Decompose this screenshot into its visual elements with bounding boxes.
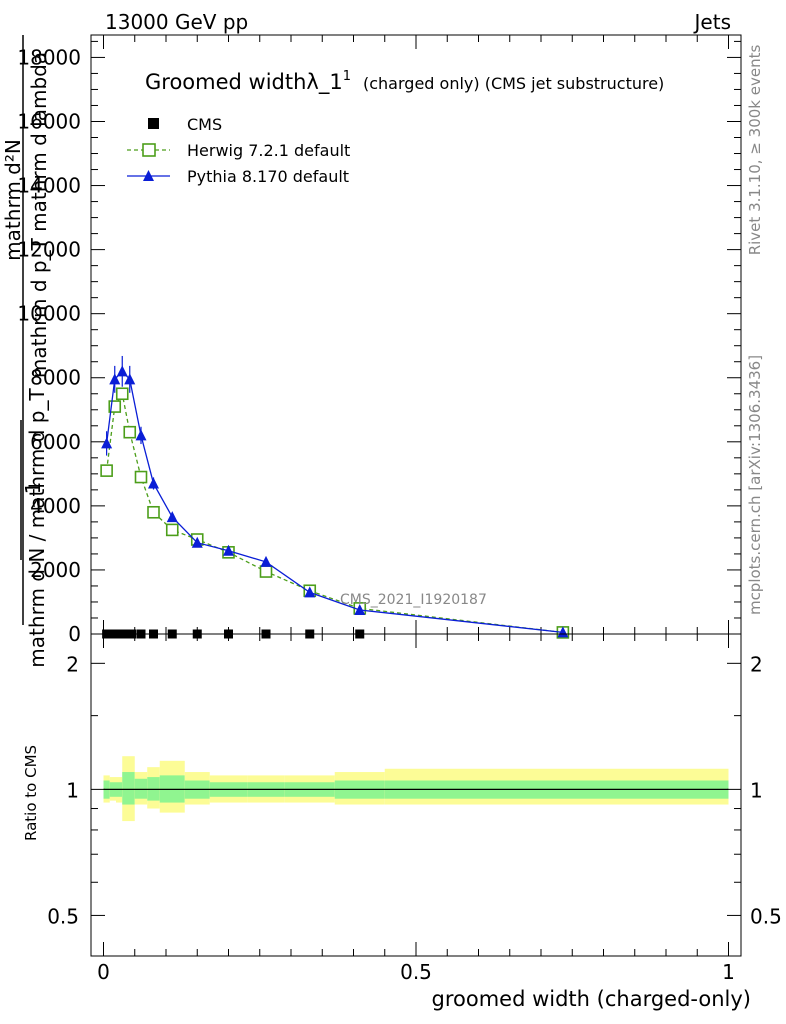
plot-title-text: Groomed width — [145, 70, 306, 94]
herwig-data-point — [108, 400, 122, 413]
ratio-plot-x-tick-labels: 0 0.5 1 — [97, 960, 735, 984]
header-energy-label: 13000 GeV pp — [105, 10, 248, 34]
y-tick-label: 10000 — [17, 302, 81, 326]
y-tick-label: 18000 — [17, 45, 81, 69]
plot-title-symbol: λ_1 — [306, 70, 342, 95]
plot-title-superscript: 1 — [343, 69, 351, 84]
mcplots-credit-label: mcplots.cern.ch [arXiv:1306.3436] — [746, 355, 764, 615]
pythia-data-point — [354, 603, 366, 615]
legend-cms-label: CMS — [187, 115, 222, 134]
y-tick-label: 16000 — [17, 109, 81, 133]
y-tick-label: 2000 — [30, 558, 81, 582]
pythia-data-point — [116, 365, 128, 377]
herwig-data-point — [147, 505, 160, 519]
y-tick-label: 6000 — [30, 430, 81, 454]
y-tick-label: 14000 — [17, 174, 81, 198]
pythia-data-point — [557, 626, 569, 638]
y-axis-numerator: mathrm d²N — [1, 139, 25, 261]
analysis-watermark: CMS_2021_I1920187 — [340, 592, 487, 608]
herwig-data-point — [259, 565, 273, 578]
legend-herwig-marker — [142, 143, 156, 157]
x-tick-label: 0 — [97, 960, 110, 984]
series-line-2 — [105, 370, 563, 634]
pythia-data-point — [109, 373, 121, 385]
plot-subtitle: (charged only) (CMS jet substructure) — [363, 74, 664, 93]
herwig-data-point — [123, 425, 137, 439]
ratio-inner-band-bin — [122, 772, 135, 805]
pythia-data-point — [135, 429, 147, 441]
ratio-plot-ticks — [91, 634, 741, 956]
ratio-y-tick-label-left: 1 — [66, 778, 79, 802]
ratio-plot-y-tick-labels: 0.5 0.5 1 1 2 2 — [47, 652, 782, 928]
pythia-data-point — [191, 536, 203, 548]
legend-cms-marker — [148, 118, 159, 129]
ratio-y-axis-label: Ratio to CMS — [22, 745, 40, 841]
pythia-data-point — [166, 511, 178, 523]
pythia-data-point — [260, 555, 272, 567]
main-plot-y-tick-labels: 0 2000 4000 6000 8000 10000 12000 14000 16000 180… — [17, 45, 81, 646]
ratio-uncertainty-bands — [103, 756, 729, 822]
series-line-1 — [105, 391, 563, 634]
y-axis-prefix-numerator: 1 — [21, 482, 45, 495]
herwig-data-point — [134, 470, 148, 484]
y-tick-label: 8000 — [30, 366, 81, 390]
y-axis-prefix-denominator: mathrm d N / mathrm d p_T — [25, 388, 49, 668]
x-tick-label: 1 — [722, 960, 735, 984]
pythia-data-point — [148, 477, 159, 489]
herwig-data-point — [165, 523, 179, 537]
legend-pythia-label: Pythia 8.170 default — [187, 167, 349, 186]
legend-herwig-label: Herwig 7.2.1 default — [187, 141, 350, 160]
herwig-data-point — [100, 464, 113, 477]
pythia-data-point — [223, 544, 234, 556]
y-tick-label: 12000 — [17, 238, 81, 262]
ratio-y-tick-label-right: 0.5 — [750, 904, 782, 928]
legend: CMS Herwig 7.2.1 default Pythia 8.170 de… — [127, 115, 350, 186]
x-axis-label: groomed width (charged-only) — [432, 987, 751, 1011]
main-plot-series — [100, 355, 570, 639]
pythia-data-point — [101, 437, 113, 449]
plot-title: Groomed widthλ_11 (charged only) (CMS jet… — [145, 69, 664, 95]
pythia-data-point — [304, 586, 316, 598]
x-tick-label: 0.5 — [400, 960, 432, 984]
legend-pythia-marker — [143, 170, 154, 181]
herwig-data-point — [115, 387, 129, 401]
y-tick-label: 4000 — [30, 494, 81, 518]
pythia-data-point — [124, 373, 136, 385]
ratio-y-tick-label-right: 1 — [750, 778, 763, 802]
ratio-y-tick-label-right: 2 — [750, 652, 763, 676]
y-tick-label: 0 — [68, 622, 81, 646]
header-category-label: Jets — [693, 10, 731, 34]
ratio-y-tick-label-left: 2 — [66, 652, 79, 676]
ratio-y-tick-label-left: 0.5 — [47, 904, 79, 928]
y-axis-denominator: mathrm d p_T mathrm d lambda — [27, 52, 51, 378]
rivet-version-label: Rivet 3.1.10, ≥ 300k events — [746, 45, 764, 256]
